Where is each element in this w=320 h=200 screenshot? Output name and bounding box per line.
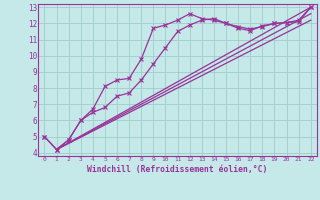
X-axis label: Windchill (Refroidissement éolien,°C): Windchill (Refroidissement éolien,°C) xyxy=(87,165,268,174)
